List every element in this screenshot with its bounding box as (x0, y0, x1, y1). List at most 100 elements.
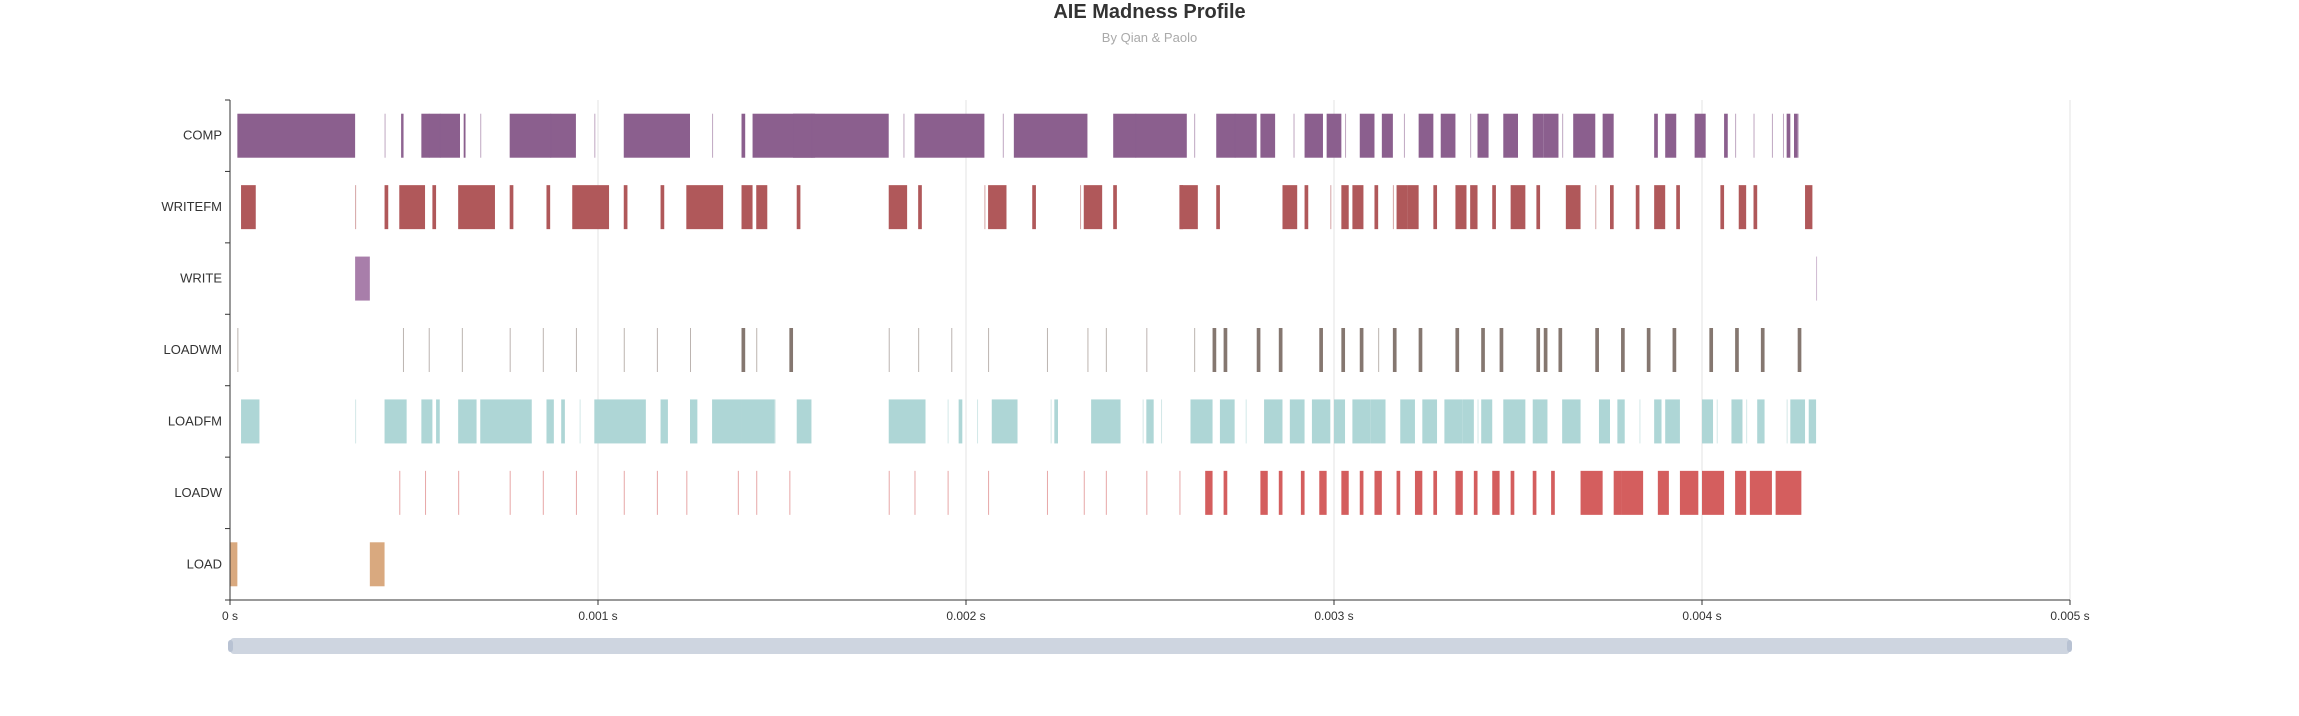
bar-loadfm-thin[interactable] (1536, 399, 1538, 444)
bar-loadwm[interactable] (1797, 328, 1802, 372)
bar-loadfm[interactable] (1091, 399, 1121, 444)
bar-loadfm[interactable] (546, 399, 554, 444)
bar-loadfm-thin[interactable] (947, 399, 949, 444)
bar-loadwm-thin[interactable] (1087, 328, 1089, 372)
bar-writefm[interactable] (756, 185, 768, 230)
bar-writefm[interactable] (1610, 185, 1614, 230)
bar-loadwm-thin[interactable] (988, 328, 990, 372)
bar-writefm[interactable] (1282, 185, 1298, 230)
bar-loadw[interactable] (1341, 470, 1349, 515)
bar-loadfm[interactable] (1665, 399, 1680, 444)
bar-comp[interactable] (1786, 113, 1791, 158)
bar-loadwm[interactable] (1536, 328, 1541, 372)
bar-loadw[interactable] (1433, 470, 1438, 515)
bar-comp-thin[interactable] (1002, 113, 1004, 158)
bar-write-thin[interactable] (1816, 256, 1818, 301)
bar-comp-thin[interactable] (1234, 113, 1236, 158)
bar-loadwm-thin[interactable] (1194, 328, 1196, 372)
bar-writefm-thin[interactable] (1595, 185, 1597, 230)
bar-writefm[interactable] (1083, 185, 1103, 230)
bar-loadfm[interactable] (421, 399, 433, 444)
zoom-slider-track[interactable] (230, 638, 2070, 654)
bar-loadwm-thin[interactable] (237, 328, 239, 372)
bar-loadfm[interactable] (1400, 399, 1415, 444)
bar-loadwm[interactable] (1595, 328, 1599, 372)
bar-comp-thin[interactable] (439, 113, 441, 158)
bar-writefm-thin[interactable] (984, 185, 986, 230)
bar-loadfm[interactable] (690, 399, 698, 444)
bar-loadw-thin[interactable] (425, 470, 427, 515)
bar-loadfm-thin[interactable] (1245, 399, 1247, 444)
bar-load[interactable] (369, 542, 385, 587)
bar-loadwm[interactable] (1359, 328, 1364, 372)
bar-comp-thin[interactable] (903, 113, 905, 158)
bar-loadfm[interactable] (1190, 399, 1213, 444)
bar-writefm[interactable] (546, 185, 551, 230)
bar-comp-thin[interactable] (1562, 113, 1564, 158)
bar-writefm[interactable] (1635, 185, 1640, 230)
bar-writefm[interactable] (1304, 185, 1309, 230)
bar-comp-thin[interactable] (811, 113, 813, 158)
bar-loadw-thin[interactable] (888, 470, 890, 515)
bar-writefm[interactable] (1565, 185, 1581, 230)
bar-writefm-thin[interactable] (1392, 185, 1394, 230)
bar-loadfm-thin[interactable] (1716, 399, 1718, 444)
bar-loadfm-thin[interactable] (355, 399, 357, 444)
bar-loadw[interactable] (1223, 470, 1228, 515)
bar-writefm[interactable] (1510, 185, 1526, 230)
bar-comp[interactable] (1532, 113, 1544, 158)
bar-loadwm[interactable] (1278, 328, 1283, 372)
bar-writefm[interactable] (686, 185, 724, 230)
bar-loadw-thin[interactable] (656, 470, 658, 515)
bar-writefm[interactable] (241, 185, 256, 230)
bar-comp[interactable] (1724, 113, 1728, 158)
bar-writefm[interactable] (888, 185, 908, 230)
bar-writefm[interactable] (623, 185, 628, 230)
bar-loadwm[interactable] (1212, 328, 1217, 372)
bar-loadw[interactable] (1702, 470, 1725, 515)
bar-writefm[interactable] (1753, 185, 1758, 230)
bar-loadfm[interactable] (796, 399, 812, 444)
bar-comp-thin[interactable] (1403, 113, 1405, 158)
bar-comp[interactable] (509, 113, 576, 158)
bar-comp[interactable] (1654, 113, 1658, 158)
bar-loadwm[interactable] (789, 328, 794, 372)
zoom-slider-right-handle[interactable] (2067, 640, 2072, 652)
bar-loadfm-thin[interactable] (1639, 399, 1641, 444)
bar-comp-thin[interactable] (712, 113, 714, 158)
bar-writefm[interactable] (796, 185, 801, 230)
bar-writefm[interactable] (509, 185, 514, 230)
bar-loadw[interactable] (1300, 470, 1305, 515)
bar-loadwm-thin[interactable] (656, 328, 658, 372)
bar-writefm[interactable] (572, 185, 610, 230)
bar-writefm[interactable] (1216, 185, 1220, 230)
bar-loadfm[interactable] (436, 399, 440, 444)
bar-loadwm-thin[interactable] (1378, 328, 1380, 372)
bar-comp[interactable] (1665, 113, 1677, 158)
bar-loadfm[interactable] (888, 399, 926, 444)
bar-loadwm[interactable] (1418, 328, 1423, 372)
bar-writefm[interactable] (1676, 185, 1680, 230)
bar-writefm-thin[interactable] (1738, 185, 1740, 230)
bar-loadw[interactable] (1278, 470, 1283, 515)
bar-loadwm[interactable] (1543, 328, 1548, 372)
bar-comp[interactable] (1216, 113, 1257, 158)
bar-writefm-thin[interactable] (1080, 185, 1082, 230)
bar-loadfm[interactable] (1808, 399, 1817, 444)
bar-loadwm[interactable] (1709, 328, 1714, 372)
bar-loadfm[interactable] (1462, 399, 1474, 444)
bar-loadfm[interactable] (741, 399, 775, 444)
bar-comp[interactable] (1602, 113, 1614, 158)
bar-loadfm[interactable] (1731, 399, 1743, 444)
bar-writefm[interactable] (1407, 185, 1419, 230)
bar-loadfm[interactable] (1334, 399, 1346, 444)
bar-loadwm-thin[interactable] (1046, 328, 1048, 372)
bar-loadw-thin[interactable] (399, 470, 401, 515)
bar-writefm[interactable] (988, 185, 1007, 230)
bar-writefm[interactable] (399, 185, 426, 230)
bar-loadwm[interactable] (1621, 328, 1625, 372)
bar-comp[interactable] (914, 113, 985, 158)
bar-loadfm[interactable] (660, 399, 668, 444)
bar-loadw[interactable] (1319, 470, 1327, 515)
bar-loadw[interactable] (1679, 470, 1699, 515)
